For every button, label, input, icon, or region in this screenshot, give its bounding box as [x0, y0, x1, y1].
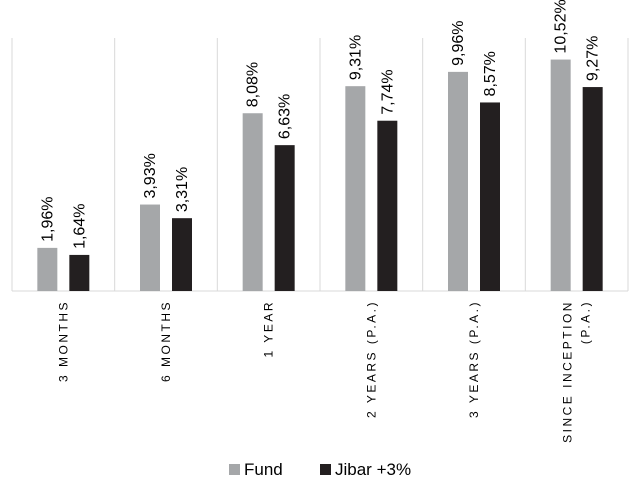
bar-jibar — [69, 254, 90, 291]
value-labels: 1,96% 1,64% 3,93% 3,31% 8,08% 6,63% 9,31% 7,74%… — [39, 0, 601, 249]
category-label: (P.A.) — [579, 300, 593, 344]
value-label: 1,96% — [39, 197, 56, 242]
value-label: 6,63% — [277, 94, 294, 139]
value-label: 7,74% — [379, 69, 396, 114]
value-label: 10,52% — [553, 0, 570, 54]
bar-jibar — [480, 102, 500, 292]
value-label: 9,96% — [450, 21, 467, 66]
value-label: 3,93% — [142, 153, 159, 198]
category-label: 3 MONTHS — [56, 300, 70, 382]
bar-fund — [242, 113, 263, 292]
category-label: 6 MONTHS — [159, 300, 173, 382]
value-label: 8,57% — [482, 51, 499, 96]
bar-jibar — [274, 145, 295, 291]
value-label: 9,31% — [347, 35, 364, 80]
legend-label: Jibar +3% — [335, 460, 411, 479]
bar-fund — [140, 204, 160, 291]
bar-fund — [550, 59, 571, 292]
category-label: 1 YEAR — [262, 300, 276, 357]
bar-fund — [37, 247, 58, 291]
bar-fund — [448, 71, 468, 291]
legend: Fund Jibar +3% — [229, 460, 411, 479]
legend-swatch — [320, 464, 331, 475]
value-label: 3,31% — [174, 167, 191, 212]
bar-jibar — [172, 218, 192, 291]
bar-fund — [345, 86, 366, 292]
value-label: 9,27% — [585, 36, 602, 81]
legend-swatch — [229, 464, 240, 475]
bar-jibar — [377, 120, 398, 291]
legend-label: Fund — [244, 460, 283, 479]
category-separators — [11, 38, 629, 291]
bars — [37, 59, 603, 292]
category-label: 2 YEARS (P.A.) — [364, 300, 378, 418]
bar-jibar — [582, 87, 603, 291]
category-label: 3 YEARS (P.A.) — [467, 300, 481, 418]
value-label: 1,64% — [71, 204, 88, 249]
category-labels: 3 MONTHS 6 MONTHS 1 YEAR 2 YEARS (P.A.) 3 YE… — [56, 300, 592, 443]
value-label: 8,08% — [245, 62, 262, 107]
category-label: SINCE INCEPTION — [561, 300, 575, 443]
